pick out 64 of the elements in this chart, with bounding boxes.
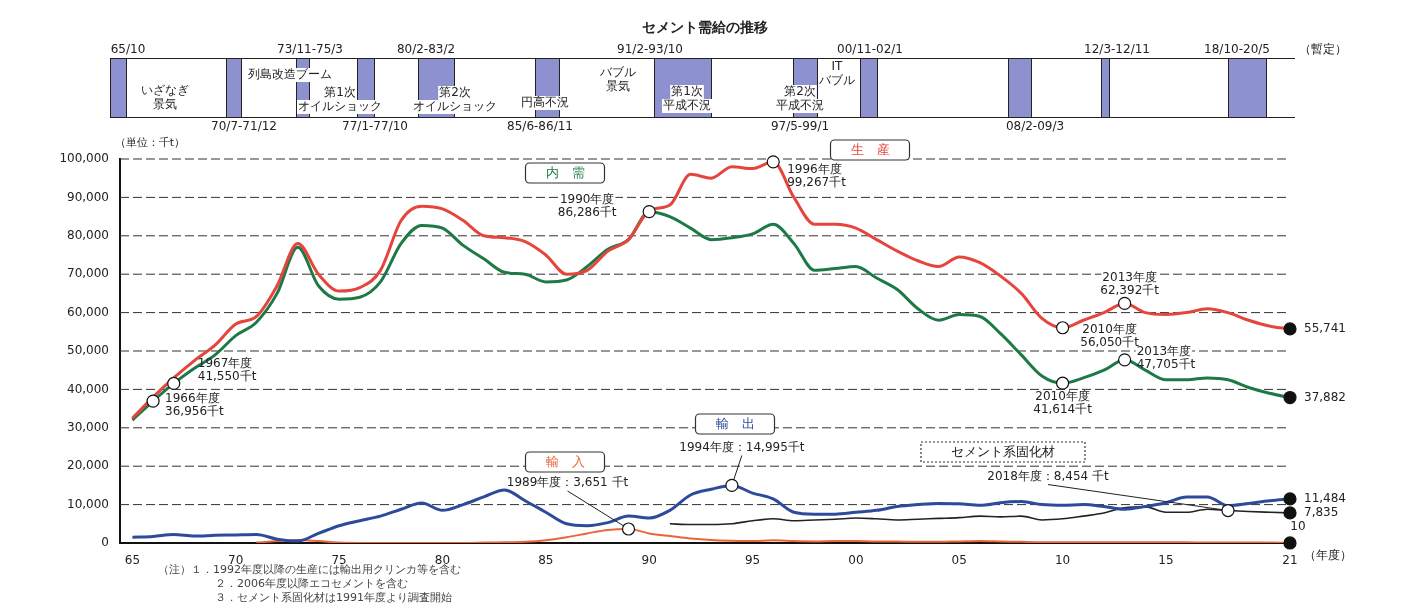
text: 円高不況 (521, 95, 569, 110)
y-tick-label: 40,000 (67, 381, 109, 396)
annotation: 11,484 (1304, 491, 1346, 506)
y-tick-label: 70,000 (67, 266, 109, 281)
y-tick-label: 50,000 (67, 343, 109, 358)
text: 85/6-86/11 (507, 119, 573, 134)
text: 内 需 (545, 165, 585, 181)
annotation: 7,835 (1304, 505, 1339, 520)
text: （暫定） (1299, 42, 1347, 57)
text: 輸 出 (715, 416, 755, 432)
annotation: 37,882 (1304, 389, 1346, 404)
x-tick-label: 21 (1282, 553, 1298, 568)
text: 80/2-83/2 (396, 42, 456, 57)
annotation: 1990年度 86,286千t (557, 191, 617, 219)
text: 輸 入 (545, 454, 585, 470)
text: 91/2-93/10 (617, 42, 683, 57)
x-tick-label: 00 (848, 553, 864, 568)
y-tick-label: 30,000 (67, 419, 109, 434)
y-tick-label: 100,000 (59, 151, 109, 166)
annotation: 1994年度：14,995千t (679, 439, 805, 454)
text: バブル景気 (599, 65, 636, 94)
text: 生 産 (850, 142, 890, 158)
x-tick-label: 15 (1158, 553, 1174, 568)
text: 18/10-20/5 (1204, 42, 1270, 57)
annotation: 2010年度 41,614千t (1033, 389, 1093, 417)
text: 第2次オイルショック (413, 85, 497, 114)
text: 00/11-02/1 (837, 42, 903, 57)
x-tick-label: 85 (538, 553, 554, 568)
text: 77/1-77/10 (342, 119, 408, 134)
text: 12/3-12/11 (1084, 42, 1150, 57)
text: 97/5-99/1 (770, 119, 830, 134)
text: 第1次オイルショック (298, 85, 382, 114)
y-tick-label: 80,000 (67, 227, 109, 242)
text: 08/2-09/3 (1005, 119, 1065, 134)
x-tick-label: 95 (744, 553, 761, 568)
y-tick-label: 90,000 (67, 189, 109, 204)
annotation: 10 (1290, 519, 1306, 534)
text: 列島改造ブーム (248, 67, 332, 82)
annotation: 55,741 (1304, 321, 1346, 336)
y-tick-label: 20,000 (67, 458, 109, 473)
text: 73/11-75/3 (277, 42, 343, 57)
x-axis-title: （年度） (1304, 548, 1352, 563)
x-tick-label: 10 (1054, 553, 1071, 568)
text: 70/7-71/12 (211, 119, 277, 134)
annotation: 2018年度：8,454 千t (987, 468, 1109, 483)
y-tick-label: 0 (101, 535, 109, 550)
x-tick-label: 90 (641, 553, 657, 568)
text: 第1次平成不況 (663, 84, 711, 113)
annotation: 2013年度 62,392千t (1100, 269, 1160, 297)
x-tick-label: 05 (951, 553, 967, 568)
text: ２．2006年度以降エコセメントを含む (215, 576, 408, 590)
text: セメント系固化材 (951, 444, 1055, 460)
text: 65/10 (110, 42, 146, 57)
annotation: 1966年度 36,956千t (165, 391, 225, 419)
chart-title: セメント需給の推移 (642, 18, 768, 35)
x-tick-label: 65 (124, 553, 141, 568)
y-axis-title: （単位：千t） (114, 135, 186, 149)
y-tick-label: 60,000 (67, 304, 109, 319)
annotation: 1996年度 99,267千t (787, 161, 847, 189)
text: いざなぎ景気 (141, 83, 189, 112)
y-tick-label: 10,000 (67, 496, 109, 511)
annotation: 1989年度：3,651 千t (506, 475, 629, 490)
text: 第2次平成不況 (776, 84, 824, 113)
text: ３．セメント系固化材は1991年度より調査開始 (215, 590, 452, 604)
